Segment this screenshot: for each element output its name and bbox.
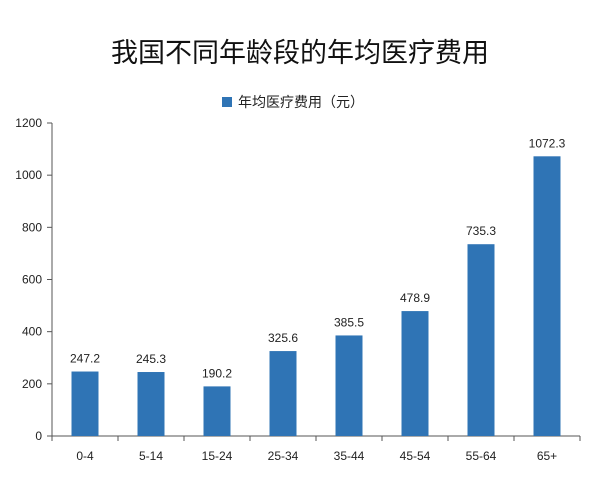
data-label: 325.6 [268,331,298,345]
bar [401,311,429,436]
x-tick-label: 25-34 [268,449,299,463]
legend: 年均医疗费用（元） [222,95,364,111]
y-tick-label: 1200 [15,116,42,130]
x-tick-label: 55-64 [466,449,497,463]
bar [269,351,297,436]
x-tick-label: 0-4 [76,449,94,463]
bars [71,156,561,436]
data-labels: 247.2 245.3 190.2 325.6 385.5 478.9 735.3 1072.… [70,136,566,380]
data-label: 478.9 [400,291,430,305]
bar [137,372,165,436]
y-axis-ticks: 0 200 400 600 800 1000 1200 [15,116,52,443]
y-tick-label: 400 [22,325,42,339]
y-tick-label: 600 [22,273,42,287]
bar [71,371,99,436]
x-axis-ticks: 0-4 5-14 15-24 25-34 35-44 45-54 55-64 65+ [51,436,581,463]
y-tick-label: 200 [22,377,42,391]
x-tick-label: 45-54 [400,449,431,463]
data-label: 385.5 [334,315,364,329]
bar [533,156,561,436]
data-label: 1072.3 [529,136,566,150]
data-label: 245.3 [136,352,166,366]
x-tick-label: 35-44 [334,449,365,463]
x-tick-label: 15-24 [202,449,233,463]
y-tick-label: 1000 [15,168,42,182]
y-tick-label: 800 [22,220,42,234]
x-tick-label: 5-14 [139,449,163,463]
axes [51,123,580,437]
y-tick-label: 0 [35,429,42,443]
bar [203,386,231,436]
data-label: 190.2 [202,366,232,380]
bar [467,244,495,436]
chart-title: 我国不同年龄段的年均医疗费用 [111,38,489,69]
data-label: 735.3 [466,224,496,238]
data-label: 247.2 [70,352,100,366]
x-tick-label: 65+ [537,449,557,463]
bar [335,335,363,436]
legend-label: 年均医疗费用（元） [238,95,364,111]
legend-swatch [222,97,232,107]
